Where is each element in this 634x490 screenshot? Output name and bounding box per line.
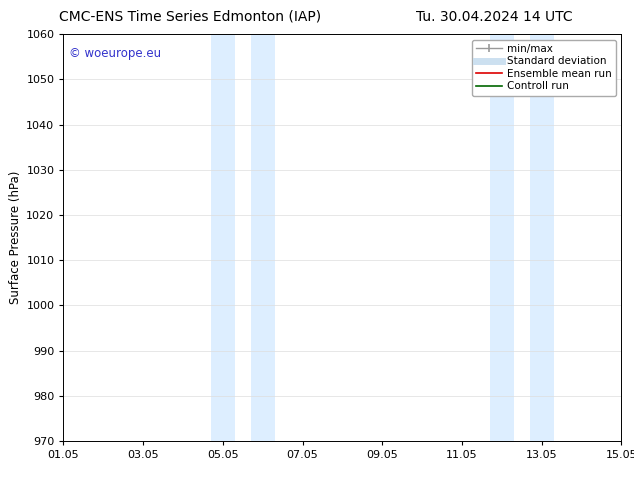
Bar — [250, 34, 275, 441]
Text: © woeurope.eu: © woeurope.eu — [69, 47, 161, 59]
Bar — [529, 34, 553, 441]
Text: Tu. 30.04.2024 14 UTC: Tu. 30.04.2024 14 UTC — [416, 10, 573, 24]
Bar — [490, 34, 514, 441]
Text: CMC-ENS Time Series Edmonton (IAP): CMC-ENS Time Series Edmonton (IAP) — [59, 10, 321, 24]
Y-axis label: Surface Pressure (hPa): Surface Pressure (hPa) — [9, 171, 22, 304]
Legend: min/max, Standard deviation, Ensemble mean run, Controll run: min/max, Standard deviation, Ensemble me… — [472, 40, 616, 96]
Bar — [211, 34, 235, 441]
